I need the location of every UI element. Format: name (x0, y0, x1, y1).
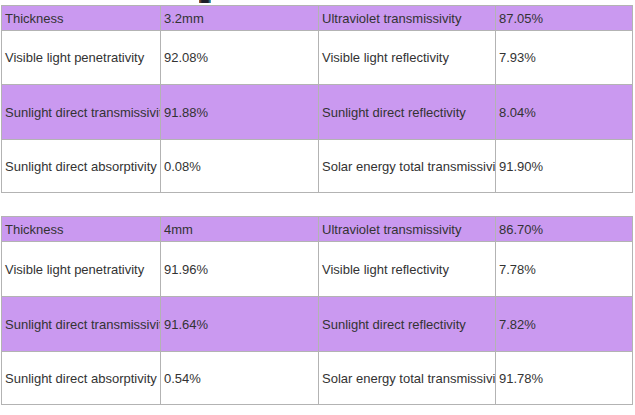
spec-label: Visible light penetrativity (2, 242, 161, 297)
spec-value: 7.93% (496, 31, 633, 85)
spec-value: 91.88% (161, 85, 319, 140)
spec-label: Visible light reflectivity (319, 242, 496, 297)
spec-value: 7.82% (496, 297, 633, 352)
spec-label: Sunlight direct transmissivity (2, 85, 161, 140)
spec-value: 8.04% (496, 85, 633, 140)
spec-value: 91.90% (496, 140, 633, 193)
spec-table-thickness-4mm: Thickness 4mm Ultraviolet transmissivity… (1, 216, 633, 405)
table-row: Visible light penetrativity 91.96% Visib… (2, 242, 633, 297)
spec-label: Thickness (2, 6, 161, 31)
spec-label: Sunlight direct absorptivity (2, 352, 161, 405)
table-row: Sunlight direct absorptivity 0.08% Solar… (2, 140, 633, 193)
cropped-text-remnant (199, 0, 211, 3)
spec-value: 91.96% (161, 242, 319, 297)
spec-value: 91.64% (161, 297, 319, 352)
spec-value: 91.78% (496, 352, 633, 405)
spec-label: Sunlight direct transmissivity (2, 297, 161, 352)
spec-value: 86.70% (496, 217, 633, 242)
table-row: Sunlight direct absorptivity 0.54% Solar… (2, 352, 633, 405)
table-row: Thickness 4mm Ultraviolet transmissivity… (2, 217, 633, 242)
spec-label: Sunlight direct reflectivity (319, 85, 496, 140)
spec-value: 92.08% (161, 31, 319, 85)
spec-label: Sunlight direct reflectivity (319, 297, 496, 352)
spec-label: Thickness (2, 217, 161, 242)
spec-value: 0.08% (161, 140, 319, 193)
spec-value: 3.2mm (161, 6, 319, 31)
spec-value: 0.54% (161, 352, 319, 405)
spec-value: 87.05% (496, 6, 633, 31)
spec-label: Visible light penetrativity (2, 31, 161, 85)
spec-label: Solar energy total transmissivity (319, 140, 496, 193)
table-row: Visible light penetrativity 92.08% Visib… (2, 31, 633, 85)
spec-label: Ultraviolet transmissivity (319, 6, 496, 31)
spec-label: Sunlight direct absorptivity (2, 140, 161, 193)
table-row: Sunlight direct transmissivity 91.88% Su… (2, 85, 633, 140)
spec-label: Solar energy total transmissivity (319, 352, 496, 405)
spec-label: Visible light reflectivity (319, 31, 496, 85)
spec-value: 4mm (161, 217, 319, 242)
table-row: Sunlight direct transmissivity 91.64% Su… (2, 297, 633, 352)
table-row: Thickness 3.2mm Ultraviolet transmissivi… (2, 6, 633, 31)
spec-value: 7.78% (496, 242, 633, 297)
spec-label: Ultraviolet transmissivity (319, 217, 496, 242)
spec-table-thickness-3-2mm: Thickness 3.2mm Ultraviolet transmissivi… (1, 5, 633, 193)
